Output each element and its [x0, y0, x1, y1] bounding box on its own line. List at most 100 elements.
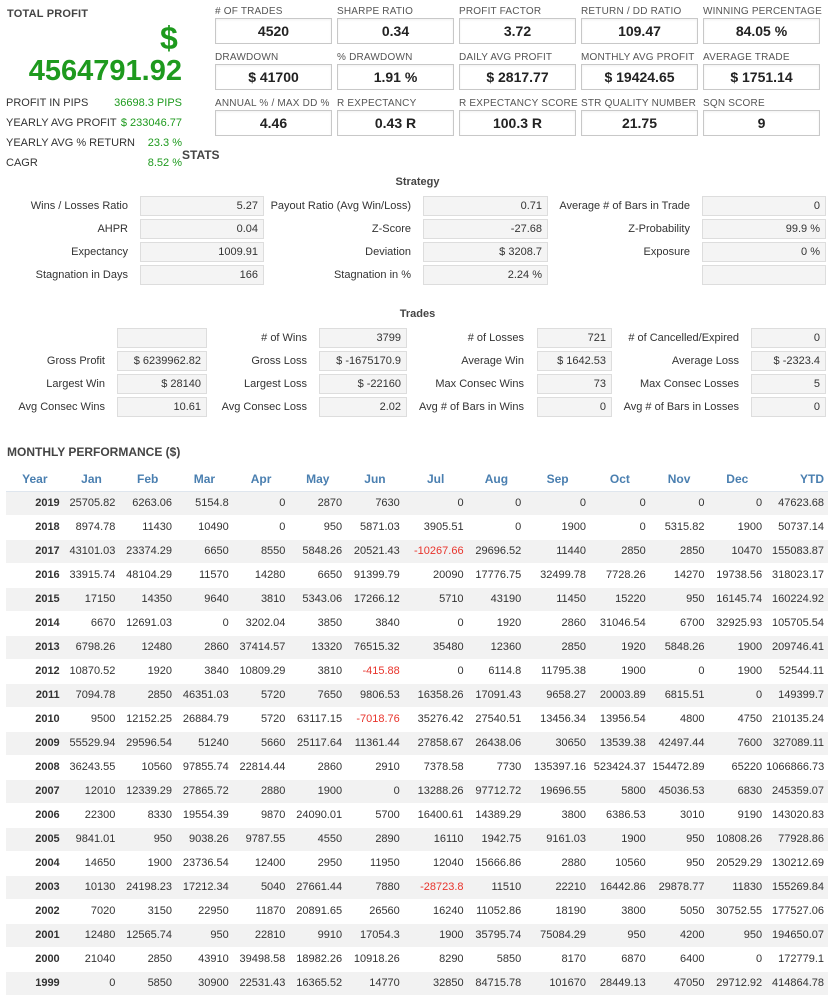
month-value-cell: 84715.78	[467, 971, 526, 996]
month-value-cell: 29712.92	[708, 971, 767, 996]
month-value-cell: 1942.75	[467, 827, 526, 852]
month-value-cell: 24090.01	[289, 803, 347, 828]
month-value-cell: 23374.29	[119, 539, 177, 564]
summary-value: $ 233046.77	[120, 117, 182, 129]
month-value-cell: 1900	[708, 635, 767, 660]
table-row: 2011 7094.78 2850 46351.03 5720 7650 9806.53 16…	[6, 683, 828, 708]
month-value-cell: 12339.29	[119, 779, 177, 804]
month-value-cell: 33915.74	[63, 563, 120, 588]
month-value-cell: 12480	[119, 635, 177, 660]
trades-value: 0	[751, 397, 826, 417]
month-value-cell: 5848.26	[289, 539, 347, 564]
metric-value: 3.72	[459, 18, 576, 44]
month-value-cell: 17054.3	[346, 923, 404, 948]
month-value-cell: 52544.11	[766, 659, 828, 684]
month-value-cell: 8974.78	[63, 515, 120, 540]
strategy-value	[702, 265, 826, 285]
month-value-cell: 149399.7	[766, 683, 828, 708]
month-value-cell: 32925.93	[708, 611, 767, 636]
strategy-value: 1009.91	[140, 242, 264, 262]
month-value-cell: 14650	[63, 851, 120, 876]
year-cell: 2006	[6, 803, 64, 828]
month-value-cell: 950	[590, 923, 650, 948]
month-value-cell: 28449.13	[590, 971, 650, 996]
month-value-cell: 5850	[467, 947, 526, 972]
month-value-cell: 9841.01	[63, 827, 120, 852]
month-value-cell: 1920	[590, 635, 650, 660]
month-value-cell: 10870.52	[63, 659, 120, 684]
month-value-cell: 24198.23	[119, 875, 177, 900]
table-row: 2012 10870.52 1920 3840 10809.29 3810 -415.88 0…	[6, 659, 828, 684]
table-row: 2004 14650 1900 23736.54 12400 2950 11950 12040…	[6, 851, 828, 876]
year-cell: 2008	[6, 755, 64, 780]
month-value-cell: 10470	[708, 539, 767, 564]
month-value-cell: 0	[525, 491, 591, 516]
month-value-cell: 0	[467, 491, 526, 516]
month-value-cell: 12360	[467, 635, 526, 660]
month-value-cell: 12040	[403, 851, 468, 876]
month-value-cell: 97712.72	[467, 779, 526, 804]
month-value-cell: 3800	[525, 803, 591, 828]
month-value-cell: 7730	[467, 755, 526, 780]
month-value-cell: 9806.53	[346, 683, 404, 708]
table-row: 2002 7020 3150 22950 11870 20891.65 26560 16240…	[6, 899, 828, 924]
year-cell: 2016	[6, 563, 64, 588]
summary-label: YEARLY AVG PROFIT	[6, 117, 117, 129]
metric-value: 1.91 %	[337, 64, 454, 90]
month-value-cell: 523424.37	[590, 755, 650, 780]
month-value-cell: 6815.51	[649, 683, 709, 708]
month-value-cell: 20003.89	[590, 683, 650, 708]
strategy-value: -27.68	[423, 219, 548, 239]
strategy-value: 2.24 %	[423, 265, 548, 285]
month-value-cell: 0	[403, 491, 468, 516]
month-value-cell: 950	[289, 515, 347, 540]
trades-label: # of Cancelled/Expired	[628, 332, 739, 344]
year-cell: 2017	[6, 539, 64, 564]
column-header-nov: Nov	[649, 467, 709, 492]
metric-value: $ 19424.65	[581, 64, 698, 90]
month-value-cell: 37414.57	[232, 635, 290, 660]
table-row: 2000 21040 2850 43910 39498.58 18982.26 10918.…	[6, 947, 828, 972]
month-value-cell: 16240	[403, 899, 468, 924]
month-value-cell: 5710	[403, 587, 468, 612]
month-value-cell: 2880	[525, 851, 591, 876]
month-value-cell: 4200	[649, 923, 709, 948]
month-value-cell: 172779.1	[766, 947, 828, 972]
month-value-cell: 29878.77	[649, 875, 709, 900]
month-value-cell: 9787.55	[232, 827, 290, 852]
column-header-may: May	[289, 467, 347, 492]
month-value-cell: 5040	[232, 875, 290, 900]
trades-label: Avg Consec Wins	[18, 401, 105, 413]
year-cell: 2005	[6, 827, 64, 852]
month-value-cell: 50737.14	[766, 515, 828, 540]
month-value-cell: 12565.74	[119, 923, 177, 948]
month-value-cell: 1900	[708, 659, 767, 684]
column-header-oct: Oct	[590, 467, 650, 492]
trades-label: Max Consec Wins	[435, 378, 524, 390]
month-value-cell: 0	[63, 971, 120, 996]
table-row: 2014 6670 12691.03 0 3202.04 3850 3840 0 1920 286…	[6, 611, 828, 636]
month-value-cell: 22300	[63, 803, 120, 828]
metric-value: 84.05 %	[703, 18, 820, 44]
month-value-cell: 20090	[403, 563, 468, 588]
month-value-cell: 5720	[232, 707, 290, 732]
month-value-cell: 16442.86	[590, 875, 650, 900]
month-value-cell: 10918.26	[346, 947, 404, 972]
month-value-cell: 7094.78	[63, 683, 120, 708]
table-row: 2016 33915.74 48104.29 11570 14280 6650 91399.…	[6, 563, 828, 588]
month-value-cell: 6263.06	[119, 491, 177, 516]
column-header-ytd: YTD	[766, 467, 828, 492]
month-value-cell: 5700	[346, 803, 404, 828]
month-value-cell: 950	[119, 827, 177, 852]
month-value-cell: 14770	[346, 971, 404, 996]
strategy-label: Stagnation in Days	[35, 269, 128, 281]
strategy-value: $ 3208.7	[423, 242, 548, 262]
month-value-cell: 11361.44	[346, 731, 404, 756]
year-cell: 2014	[6, 611, 64, 636]
month-value-cell: 3810	[232, 587, 290, 612]
month-value-cell: 26560	[346, 899, 404, 924]
month-value-cell: 11830	[708, 875, 767, 900]
trades-label: Largest Win	[46, 378, 105, 390]
stats-title: STATS	[182, 148, 220, 162]
month-value-cell: 10130	[63, 875, 120, 900]
